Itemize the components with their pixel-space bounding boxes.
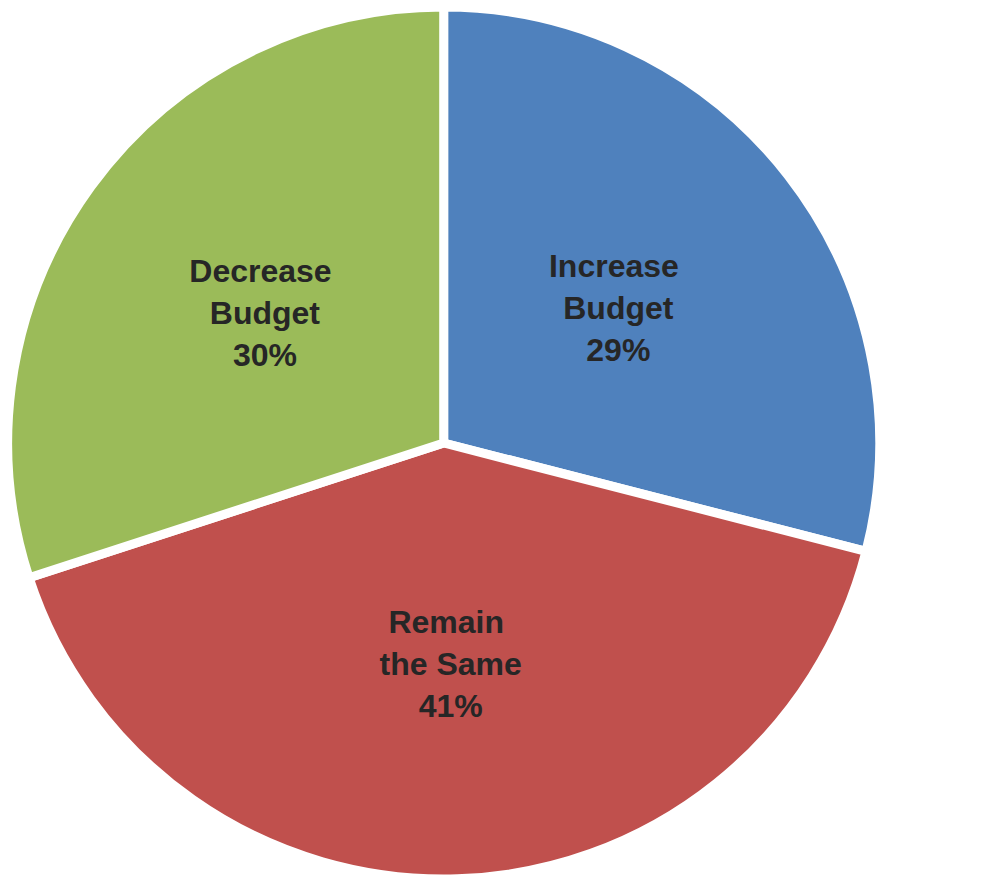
svg-text:Remain: Remain [388, 604, 512, 640]
svg-text:Increase: Increase [549, 248, 688, 284]
svg-text:41%: 41% [419, 688, 483, 724]
svg-text:Budget: Budget [210, 295, 321, 331]
svg-text:Decrease: Decrease [189, 253, 340, 289]
svg-text:30%: 30% [233, 337, 297, 373]
svg-text:the Same: the Same [380, 646, 522, 682]
svg-text:Budget: Budget [563, 290, 674, 326]
svg-text:29%: 29% [586, 332, 650, 368]
